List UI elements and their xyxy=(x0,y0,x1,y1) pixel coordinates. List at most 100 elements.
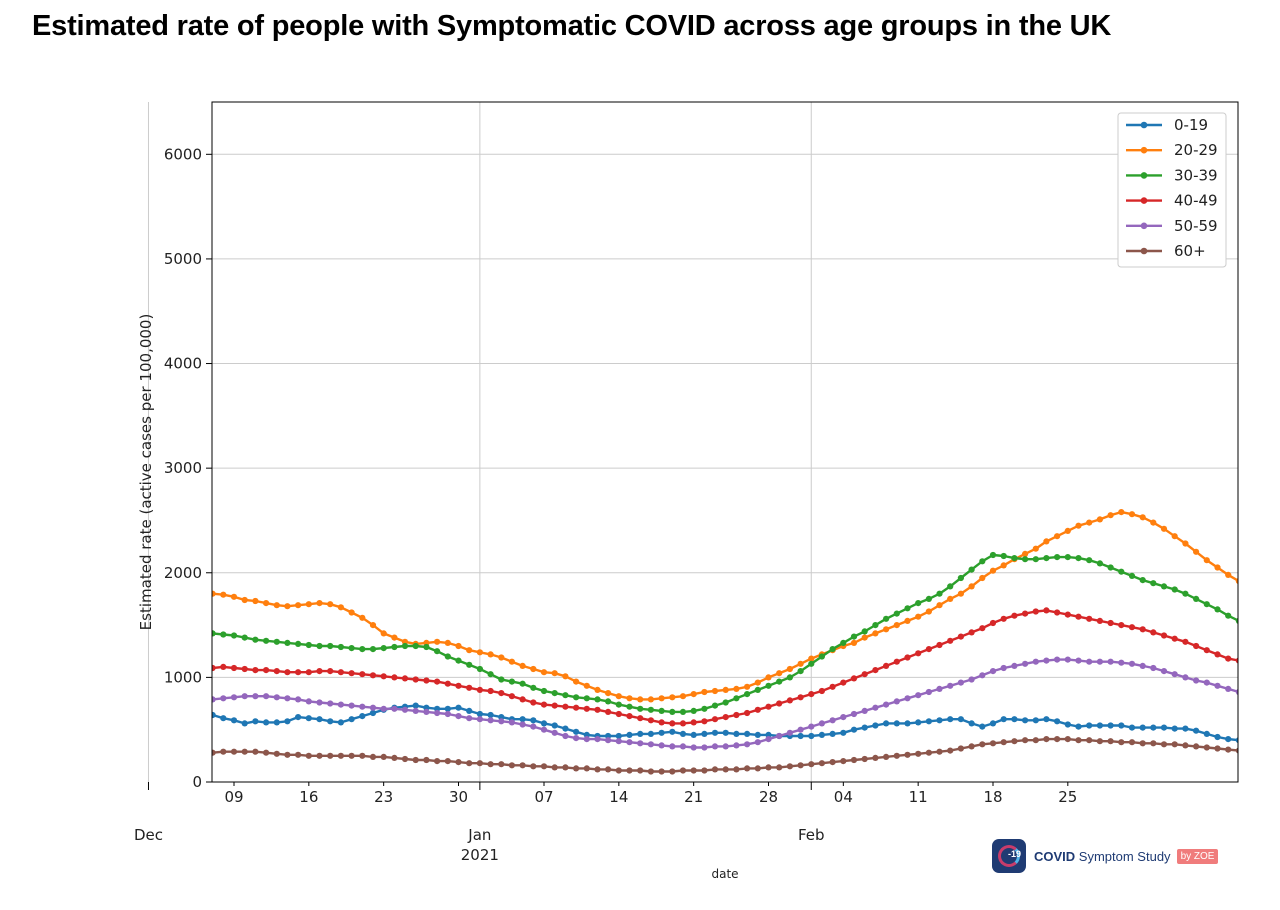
data-point xyxy=(690,707,697,715)
data-point xyxy=(508,658,515,665)
data-point xyxy=(594,696,601,703)
data-point xyxy=(722,714,729,721)
data-point xyxy=(1022,717,1029,724)
data-point xyxy=(1214,564,1221,571)
data-point xyxy=(765,674,772,681)
data-point xyxy=(711,687,719,695)
data-point xyxy=(883,615,890,622)
data-point xyxy=(295,696,302,703)
data-point xyxy=(690,731,697,739)
data-point xyxy=(369,753,377,761)
data-point xyxy=(305,752,312,759)
data-point xyxy=(829,730,836,738)
data-point xyxy=(530,763,537,770)
data-point xyxy=(947,747,954,754)
data-point xyxy=(957,716,965,723)
data-point xyxy=(316,600,323,607)
data-point xyxy=(455,713,462,720)
data-point xyxy=(380,705,387,712)
data-point xyxy=(861,724,868,731)
data-point xyxy=(647,717,655,724)
data-point xyxy=(230,717,238,724)
legend-item-30-39: 30-39 xyxy=(1126,166,1218,184)
data-point xyxy=(295,640,302,648)
data-point xyxy=(412,707,419,715)
data-point xyxy=(1235,578,1238,585)
data-point xyxy=(647,741,655,748)
data-point xyxy=(284,639,291,647)
data-point xyxy=(1096,722,1103,729)
data-point xyxy=(925,718,933,725)
data-point xyxy=(1160,632,1168,639)
data-point xyxy=(562,725,569,732)
data-point xyxy=(434,648,441,655)
data-point xyxy=(1118,722,1125,729)
data-point xyxy=(583,682,590,689)
data-point xyxy=(1128,739,1136,746)
data-point xyxy=(1032,545,1039,552)
data-point xyxy=(1150,629,1157,636)
data-point xyxy=(626,695,633,702)
data-point xyxy=(316,642,323,650)
y-tick-label: 5000 xyxy=(164,250,202,268)
covid-19-badge-icon: -19 xyxy=(992,839,1026,873)
data-point xyxy=(434,709,441,717)
data-point xyxy=(241,665,248,673)
data-point xyxy=(252,597,259,605)
data-point xyxy=(1128,624,1136,631)
data-point xyxy=(348,645,355,652)
data-point xyxy=(786,697,794,704)
data-point xyxy=(519,716,526,723)
data-point xyxy=(487,687,494,695)
data-point xyxy=(1182,540,1189,547)
data-point xyxy=(1118,659,1125,666)
data-point xyxy=(840,729,847,736)
data-point xyxy=(273,668,280,675)
data-point xyxy=(936,590,943,597)
data-point xyxy=(797,668,804,675)
data-point xyxy=(1128,660,1136,667)
data-point xyxy=(637,767,644,774)
legend-label: 30-39 xyxy=(1174,166,1218,184)
data-point xyxy=(1203,647,1210,654)
data-point xyxy=(968,743,975,750)
data-point xyxy=(808,732,815,740)
data-point xyxy=(455,759,462,766)
data-point xyxy=(1268,625,1274,631)
x-tick-label: 25 xyxy=(1058,788,1077,806)
data-point xyxy=(1086,615,1093,622)
data-point xyxy=(936,641,943,649)
data-point xyxy=(498,654,505,661)
legend-label: 20-29 xyxy=(1174,141,1218,159)
data-point xyxy=(573,678,580,685)
data-point xyxy=(498,718,505,725)
data-point xyxy=(444,653,451,660)
data-point xyxy=(605,737,612,744)
data-point xyxy=(1247,583,1253,589)
data-point xyxy=(1247,737,1253,743)
data-point xyxy=(605,690,612,697)
data-point xyxy=(989,668,997,675)
data-point xyxy=(573,704,580,711)
data-point xyxy=(669,708,676,716)
data-point xyxy=(1011,555,1018,562)
data-point xyxy=(936,685,943,693)
data-point xyxy=(637,696,644,703)
data-point xyxy=(765,682,772,689)
data-point xyxy=(733,711,740,719)
data-point xyxy=(722,729,729,736)
data-point xyxy=(615,701,622,708)
logo-name: Symptom Study xyxy=(1078,848,1171,864)
data-point xyxy=(893,698,900,705)
data-point xyxy=(1160,724,1168,731)
data-point xyxy=(1022,556,1029,563)
data-point xyxy=(904,720,911,727)
data-point xyxy=(1235,657,1238,664)
legend-label: 40-49 xyxy=(1174,192,1218,210)
data-point xyxy=(840,639,847,647)
data-point xyxy=(722,766,729,773)
data-point xyxy=(583,765,590,772)
data-point xyxy=(936,748,943,755)
data-point xyxy=(1086,737,1093,744)
data-point xyxy=(989,619,997,627)
